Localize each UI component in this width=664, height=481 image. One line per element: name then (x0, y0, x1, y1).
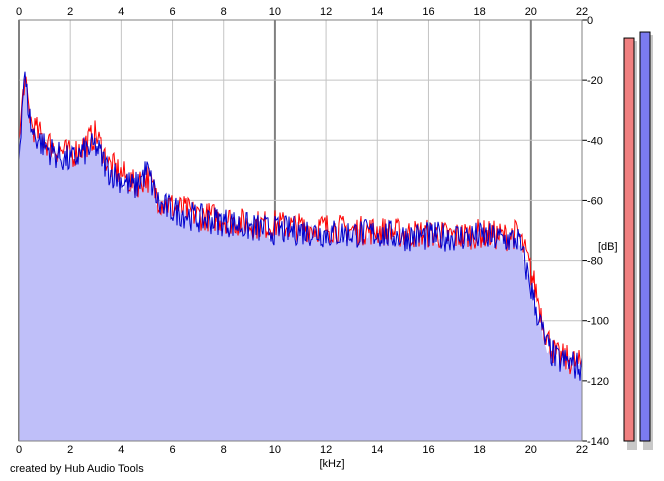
x-tick-label-top: 14 (371, 6, 383, 18)
x-tick-label-top: 16 (422, 6, 434, 18)
y-tick-label: -100 (587, 316, 609, 328)
x-tick-label-top: 22 (576, 6, 588, 18)
y-tick-label: -80 (587, 256, 603, 268)
y-tick-label: 0 (587, 15, 593, 27)
x-tick-label-bottom: 6 (169, 444, 175, 456)
axes: 002244668810101212141416161818202022220-… (16, 6, 609, 456)
x-tick-label-bottom: 0 (16, 444, 22, 456)
x-tick-label-bottom: 2 (67, 444, 73, 456)
y-tick-label: -120 (587, 376, 609, 388)
y-tick-label: -20 (587, 75, 603, 87)
y-tick-label: -60 (587, 195, 603, 207)
y-tick-label: -140 (587, 436, 609, 448)
x-tick-label-top: 6 (169, 6, 175, 18)
x-tick-label-bottom: 18 (474, 444, 486, 456)
x-tick-label-bottom: 12 (320, 444, 332, 456)
x-tick-label-top: 2 (67, 6, 73, 18)
credit-text: created by Hub Audio Tools (10, 463, 144, 475)
x-tick-label-bottom: 4 (118, 444, 124, 456)
spectrum-area (19, 75, 582, 442)
x-tick-label-top: 12 (320, 6, 332, 18)
spectrum-fill (19, 75, 582, 442)
x-tick-label-top: 0 (16, 6, 22, 18)
x-tick-label-top: 18 (474, 6, 486, 18)
x-tick-label-bottom: 20 (525, 444, 537, 456)
x-tick-label-bottom: 22 (576, 444, 588, 456)
plot-frame (18, 19, 583, 442)
series-lines (18, 71, 583, 381)
x-tick-label-bottom: 16 (422, 444, 434, 456)
level-meter-bar (639, 31, 651, 442)
x-tick-label-top: 20 (525, 6, 537, 18)
x-tick-label-top: 10 (269, 6, 281, 18)
x-tick-label-top: 4 (118, 6, 124, 18)
series-line-2 (18, 71, 583, 381)
x-tick-label-top: 8 (221, 6, 227, 18)
x-tick-label-bottom: 8 (221, 444, 227, 456)
y-axis-label: [dB] (598, 241, 618, 253)
y-tick-label: -40 (587, 135, 603, 147)
x-axis-label: [kHz] (319, 458, 344, 470)
level-meter-bar (623, 37, 635, 442)
level-meters (623, 31, 653, 451)
x-tick-label-bottom: 14 (371, 444, 383, 456)
x-tick-label-bottom: 10 (269, 444, 281, 456)
